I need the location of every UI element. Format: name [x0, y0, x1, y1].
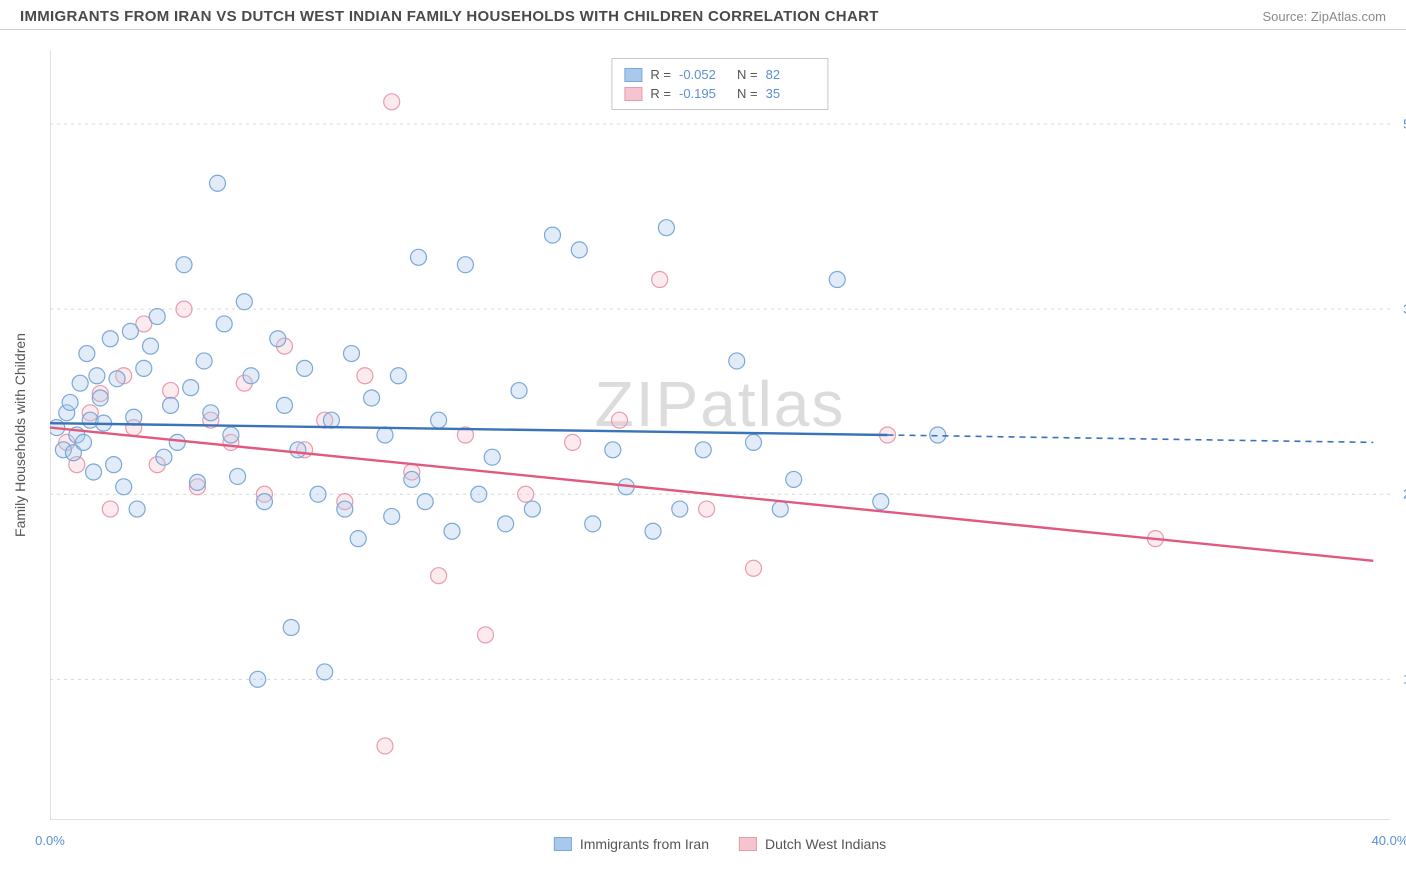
legend-series: Immigrants from Iran Dutch West Indians: [554, 836, 886, 852]
legend-row-series2: R = -0.195 N = 35: [624, 84, 815, 103]
legend-correlation: R = -0.052 N = 82 R = -0.195 N = 35: [611, 58, 828, 110]
legend-row-series1: R = -0.052 N = 82: [624, 65, 815, 84]
legend-item-series2: Dutch West Indians: [739, 836, 886, 852]
n-value-series1: 82: [766, 67, 816, 82]
title-bar: IMMIGRANTS FROM IRAN VS DUTCH WEST INDIA…: [0, 0, 1406, 30]
legend-item-series1: Immigrants from Iran: [554, 836, 709, 852]
scatter-plot: [50, 50, 1390, 820]
chart-area: Family Households with Children ZIPatlas…: [50, 50, 1390, 820]
source-label: Source: ZipAtlas.com: [1262, 9, 1386, 24]
swatch-series1-icon: [624, 68, 642, 82]
n-label: N =: [737, 67, 758, 82]
r-value-series2: -0.195: [679, 86, 729, 101]
swatch-series1-icon: [554, 837, 572, 851]
swatch-series2-icon: [624, 87, 642, 101]
r-value-series1: -0.052: [679, 67, 729, 82]
swatch-series2-icon: [739, 837, 757, 851]
y-axis-label: Family Households with Children: [12, 333, 28, 537]
n-value-series2: 35: [766, 86, 816, 101]
x-tick-label: 40.0%: [1372, 833, 1406, 848]
series1-name: Immigrants from Iran: [580, 836, 709, 852]
n-label: N =: [737, 86, 758, 101]
series2-name: Dutch West Indians: [765, 836, 886, 852]
r-label: R =: [650, 86, 671, 101]
x-tick-label: 0.0%: [35, 833, 65, 848]
r-label: R =: [650, 67, 671, 82]
chart-title: IMMIGRANTS FROM IRAN VS DUTCH WEST INDIA…: [20, 8, 879, 25]
